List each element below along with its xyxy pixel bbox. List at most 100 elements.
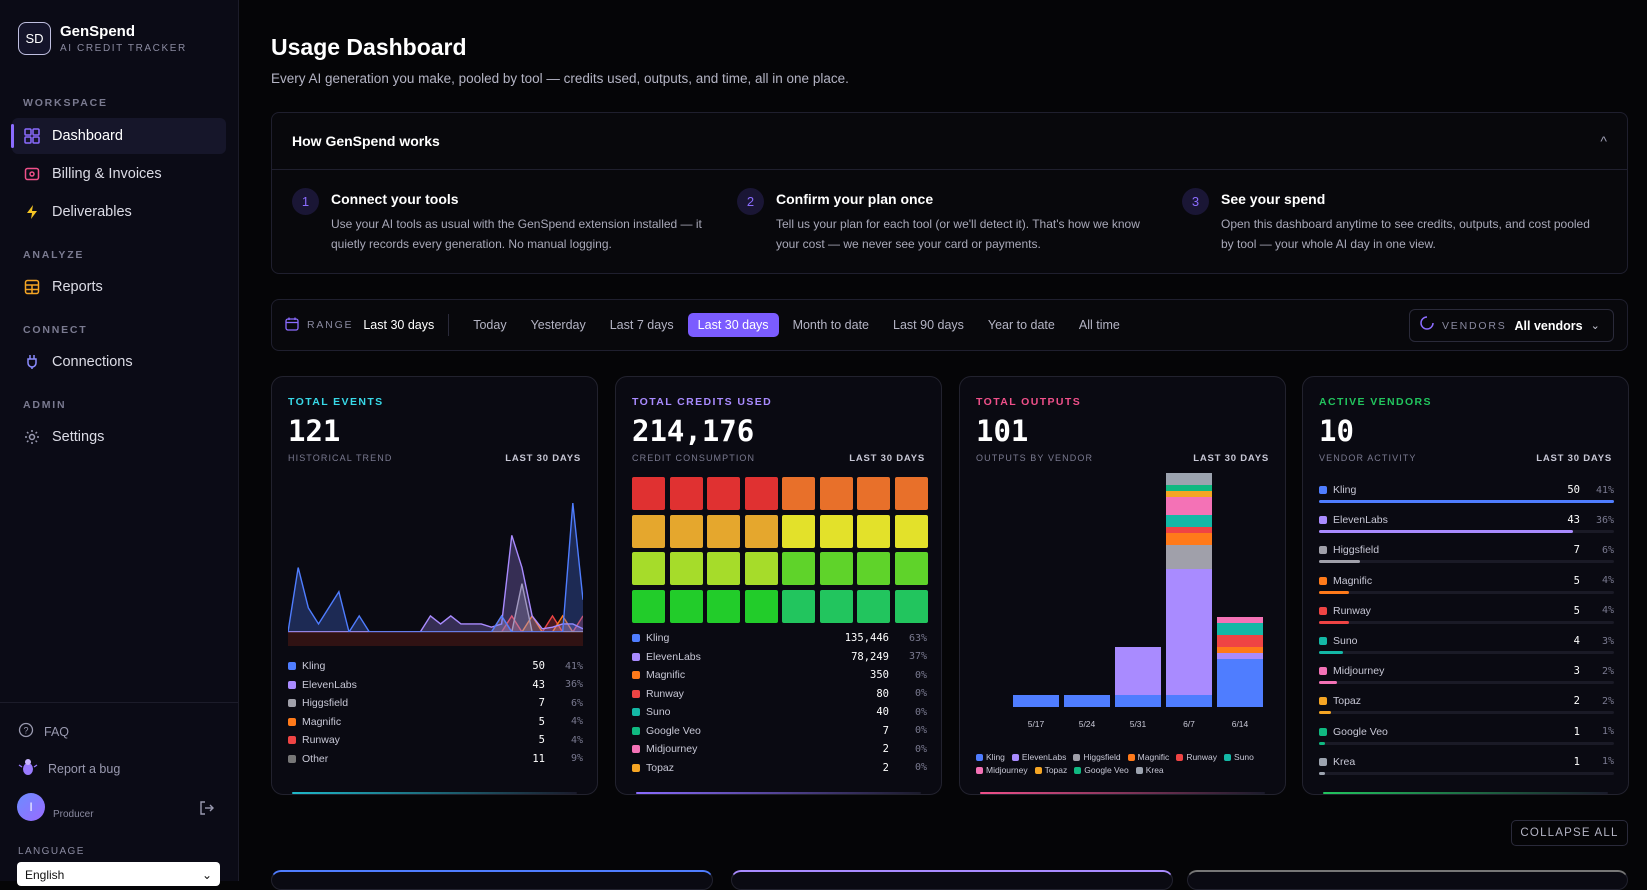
vendors-dropdown[interactable]: VENDORS All vendors ⌄ bbox=[1409, 309, 1614, 342]
calendar-icon bbox=[285, 317, 299, 334]
next-card bbox=[1187, 870, 1628, 890]
vendor-row[interactable]: Google Veo 1 1% bbox=[1319, 725, 1614, 745]
heatmap-cell bbox=[707, 552, 740, 585]
help-icon: ? bbox=[18, 722, 34, 741]
vendor-value: 1 bbox=[1573, 725, 1580, 738]
legend-name: Krea bbox=[1145, 765, 1164, 775]
sidebar-item-billing[interactable]: Billing & Invoices bbox=[12, 156, 226, 192]
vendor-bar-fill bbox=[1319, 590, 1349, 594]
range-option-year-to-date[interactable]: Year to date bbox=[987, 318, 1055, 332]
vendor-name: Topaz bbox=[1333, 695, 1362, 708]
sidebar-item-dashboard[interactable]: Dashboard bbox=[11, 118, 226, 154]
range-option-last-7-days[interactable]: Last 7 days bbox=[609, 318, 674, 332]
legend-pct: 0% bbox=[914, 688, 927, 699]
vendor-row[interactable]: Higgsfield 7 6% bbox=[1319, 543, 1614, 564]
sidebar-footer bbox=[0, 702, 239, 703]
vendor-row[interactable]: Suno 4 3% bbox=[1319, 634, 1614, 654]
heatmap-cell bbox=[632, 514, 665, 548]
sidebar-item-settings[interactable]: Settings bbox=[12, 419, 226, 455]
legend-swatch bbox=[976, 753, 983, 761]
sidebar-item-connections[interactable]: Connections bbox=[12, 344, 226, 380]
avatar: I bbox=[17, 793, 45, 821]
user-role: Producer bbox=[53, 808, 94, 820]
sidebar-item-label: Reports bbox=[52, 279, 103, 295]
vendor-row[interactable]: Midjourney 3 2% bbox=[1319, 664, 1614, 685]
legend-value: 80 bbox=[876, 687, 889, 700]
step-desc: Tell us your plan for each tool (or we'l… bbox=[776, 217, 1140, 251]
faq-link[interactable]: ? FAQ bbox=[18, 722, 69, 741]
vendor-row[interactable]: Magnific 5 4% bbox=[1319, 574, 1614, 594]
how-it-works-title: How GenSpend works bbox=[292, 133, 440, 149]
legend-name: Runway bbox=[1186, 752, 1218, 762]
legend-name: Runway bbox=[646, 687, 684, 700]
legend-swatch bbox=[976, 766, 983, 774]
legend-item: Topaz bbox=[1034, 765, 1067, 775]
vendor-bar-track bbox=[1319, 530, 1614, 534]
brand-name: GenSpend bbox=[60, 23, 136, 40]
logout-icon[interactable] bbox=[199, 800, 215, 819]
legend-pct: 4% bbox=[570, 734, 583, 746]
legend-pct: 0% bbox=[914, 706, 927, 718]
vendor-name: Magnific bbox=[1333, 574, 1373, 587]
legend-name: Kling bbox=[986, 752, 1005, 762]
vendor-row[interactable]: Topaz 2 2% bbox=[1319, 694, 1614, 715]
range-option-month-to-date[interactable]: Month to date bbox=[792, 318, 870, 332]
bar-segment-suno bbox=[1166, 515, 1212, 527]
legend-row: Kling 135,446 63% bbox=[632, 629, 927, 647]
vendor-swatch bbox=[1319, 757, 1327, 766]
legend-name: Midjourney bbox=[646, 743, 698, 755]
vendor-value: 3 bbox=[1573, 665, 1580, 678]
bar-segment-elevenlabs bbox=[1115, 647, 1161, 695]
vendor-pct: 2% bbox=[1601, 665, 1614, 677]
vendor-bar-fill bbox=[1319, 530, 1573, 534]
range-option-yesterday[interactable]: Yesterday bbox=[530, 318, 586, 332]
legend-name: Magnific bbox=[646, 669, 686, 681]
heatmap-cell bbox=[894, 552, 928, 585]
range-option-last-30-days[interactable]: Last 30 days bbox=[687, 313, 779, 337]
card-value: 10 bbox=[1319, 414, 1354, 448]
sidebar-item-reports[interactable]: Reports bbox=[12, 269, 226, 305]
vendor-pct: 1% bbox=[1601, 726, 1614, 738]
collapse-caret-icon[interactable]: ^ bbox=[1600, 133, 1607, 149]
language-select[interactable]: English ⌄ bbox=[17, 862, 220, 886]
legend-name: Runway bbox=[302, 734, 340, 746]
vendor-row[interactable]: Krea 1 1% bbox=[1319, 755, 1614, 775]
vendor-row[interactable]: Kling 50 41% bbox=[1319, 483, 1614, 503]
vendor-name: Krea bbox=[1333, 755, 1356, 768]
heatmap-cell bbox=[782, 589, 815, 623]
vendor-name: Kling bbox=[1333, 484, 1357, 496]
range-option-all-time[interactable]: All time bbox=[1078, 318, 1120, 332]
legend-row: Magnific 350 0% bbox=[632, 666, 927, 684]
vendor-swatch bbox=[1319, 516, 1327, 525]
card-label: TOTAL EVENTS bbox=[288, 396, 384, 408]
legend-value: 5 bbox=[538, 715, 545, 728]
vendor-row[interactable]: Runway 5 4% bbox=[1319, 604, 1614, 624]
user-profile[interactable]: I Producer bbox=[17, 793, 94, 821]
legend-value: 5 bbox=[538, 734, 545, 746]
heatmap-cell bbox=[857, 589, 890, 623]
vendor-row[interactable]: ElevenLabs 43 36% bbox=[1319, 513, 1614, 534]
bar-segment-magnific bbox=[1217, 647, 1263, 653]
legend-name: Higgsfield bbox=[302, 697, 349, 709]
legend-swatch bbox=[632, 726, 640, 735]
brand[interactable]: SD GenSpend AI CREDIT TRACKER bbox=[18, 22, 187, 55]
card-accent bbox=[636, 792, 921, 794]
step-number: 1 bbox=[292, 188, 319, 215]
legend-value: 7 bbox=[538, 697, 545, 709]
heatmap-cell bbox=[819, 589, 853, 623]
page-subtitle: Every AI generation you make, pooled by … bbox=[271, 71, 849, 86]
legend-swatch bbox=[1034, 766, 1042, 774]
legend-pct: 36% bbox=[564, 679, 583, 690]
report-bug-link[interactable]: Report a bug bbox=[18, 757, 120, 780]
collapse-all-button[interactable]: COLLAPSE ALL bbox=[1511, 820, 1628, 846]
heatmap-cell bbox=[857, 477, 890, 510]
range-option-today[interactable]: Today bbox=[473, 318, 507, 332]
bar-segment-midjourney bbox=[1166, 497, 1212, 515]
vendor-bar-track bbox=[1319, 711, 1614, 715]
outputs-legend: Kling ElevenLabs Higgsfield Magnific Runway S… bbox=[976, 752, 1276, 775]
how-it-works-header[interactable]: How GenSpend works ^ bbox=[272, 113, 1627, 170]
legend-row: Midjourney 2 0% bbox=[632, 740, 927, 758]
range-option-last-90-days[interactable]: Last 90 days bbox=[893, 318, 964, 332]
next-card bbox=[731, 870, 1173, 890]
sidebar-item-deliverables[interactable]: Deliverables bbox=[12, 194, 226, 230]
